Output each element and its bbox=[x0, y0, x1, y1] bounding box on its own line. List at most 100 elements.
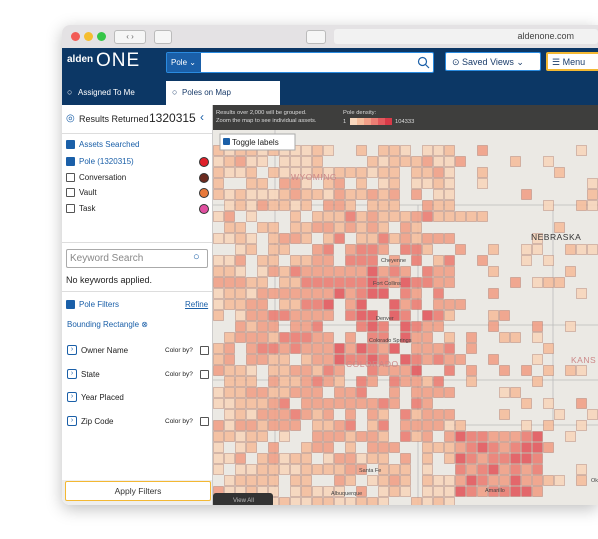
map-cell bbox=[367, 354, 378, 365]
filter-label: Zip Code bbox=[81, 416, 114, 426]
map-cell bbox=[444, 189, 455, 200]
map-cell bbox=[323, 409, 334, 420]
map-cell bbox=[345, 167, 356, 178]
map-cell bbox=[422, 354, 433, 365]
expand-toggle[interactable]: › bbox=[67, 368, 77, 379]
close-dot[interactable] bbox=[71, 32, 80, 41]
map-cell bbox=[301, 376, 312, 387]
map-cell bbox=[433, 310, 444, 321]
saved-views[interactable]: ⊙ Saved Views ⌄ bbox=[445, 52, 541, 71]
section-toggle[interactable] bbox=[66, 140, 75, 149]
color-by-checkbox[interactable] bbox=[200, 369, 209, 379]
map-cell bbox=[356, 277, 367, 288]
map-cell bbox=[543, 398, 554, 409]
map-cell bbox=[455, 464, 466, 475]
asset-label: Conversation bbox=[79, 172, 127, 182]
color-by-checkbox[interactable] bbox=[200, 416, 209, 426]
map-cell bbox=[367, 420, 378, 431]
refine-link[interactable]: Refine bbox=[185, 300, 209, 309]
map-cell bbox=[257, 453, 268, 464]
map-cell bbox=[235, 420, 246, 431]
url[interactable]: aldenone.com bbox=[334, 29, 598, 44]
expand-toggle[interactable]: › bbox=[67, 392, 77, 402]
map-cell bbox=[378, 277, 389, 288]
map-cell bbox=[565, 244, 576, 255]
map-cell bbox=[301, 475, 312, 486]
search-icon[interactable] bbox=[417, 56, 430, 69]
map-cell bbox=[279, 310, 290, 321]
asset-dropdown[interactable]: Pole ⌄ bbox=[167, 53, 201, 72]
map-cell bbox=[301, 178, 312, 189]
map-cell bbox=[411, 255, 422, 266]
map-cell bbox=[213, 442, 224, 453]
map-cell bbox=[543, 365, 554, 376]
map-cell bbox=[477, 167, 488, 178]
map-cell bbox=[576, 145, 587, 156]
color-by-checkbox[interactable] bbox=[200, 346, 209, 355]
map-cell bbox=[301, 167, 312, 178]
map-cell bbox=[257, 354, 268, 365]
map-cell bbox=[400, 365, 411, 376]
map-cell bbox=[565, 266, 576, 277]
asset-checkbox[interactable] bbox=[66, 172, 75, 182]
search-box[interactable]: Pole ⌄ bbox=[166, 52, 434, 73]
nav-buttons[interactable]: ‹ › bbox=[114, 30, 146, 44]
map-cell bbox=[345, 431, 356, 442]
view-all-tab bbox=[213, 493, 273, 505]
map-cell bbox=[279, 266, 290, 277]
map-cell bbox=[312, 321, 323, 332]
expand-toggle[interactable]: › bbox=[67, 415, 77, 426]
map-cell bbox=[268, 376, 279, 387]
filter-label: State bbox=[81, 369, 100, 379]
map-cell bbox=[224, 266, 235, 277]
map-cell bbox=[213, 464, 224, 475]
map-cell bbox=[389, 398, 400, 409]
map-cell bbox=[378, 332, 389, 343]
map-cell bbox=[367, 266, 378, 277]
map-cell bbox=[367, 244, 378, 255]
map-cell bbox=[356, 310, 367, 321]
map-cell bbox=[433, 288, 444, 299]
section-toggle[interactable] bbox=[66, 300, 75, 309]
map-cell bbox=[532, 475, 543, 486]
results-label: Results Returned bbox=[79, 114, 149, 124]
map-cell bbox=[455, 420, 466, 431]
map-cell bbox=[389, 266, 400, 277]
map-cell bbox=[235, 167, 246, 178]
map-cell bbox=[466, 343, 477, 354]
map-cell bbox=[334, 486, 345, 497]
map-cell bbox=[356, 376, 367, 387]
map-cell bbox=[323, 178, 334, 189]
map-cell bbox=[224, 365, 235, 376]
minimize-dot[interactable] bbox=[84, 32, 93, 41]
map-cell bbox=[268, 233, 279, 244]
toggle-label: Toggle labels bbox=[232, 138, 279, 147]
search-icon[interactable]: ○ bbox=[193, 251, 200, 263]
map-cell bbox=[433, 211, 444, 222]
map-cell bbox=[224, 233, 235, 244]
sidebar-button[interactable] bbox=[154, 30, 172, 44]
expand-toggle[interactable]: › bbox=[67, 345, 77, 355]
zoom-dot[interactable] bbox=[97, 32, 106, 41]
map-cell bbox=[378, 420, 389, 431]
map-cell bbox=[213, 365, 224, 376]
tab-active[interactable]: Poles on Map bbox=[166, 81, 280, 105]
keyword-input[interactable]: Keyword Search ○ bbox=[66, 249, 208, 268]
map-cell bbox=[246, 332, 257, 343]
map-cell bbox=[378, 442, 389, 453]
shield-button[interactable] bbox=[306, 30, 326, 44]
collapse-arrow[interactable]: ‹ bbox=[200, 110, 204, 124]
map-cell bbox=[444, 277, 455, 288]
apply-button[interactable]: Apply Filters bbox=[65, 481, 211, 501]
color-by-label: Color by? bbox=[165, 347, 193, 354]
asset-checkbox[interactable] bbox=[66, 188, 75, 197]
map-cell bbox=[268, 244, 279, 255]
bounding-filter[interactable]: Bounding Rectangle ⊗ bbox=[67, 320, 148, 329]
tab[interactable]: Assigned To Me bbox=[62, 81, 183, 105]
map-cell bbox=[356, 244, 367, 255]
menu-button[interactable]: ☰ Menu bbox=[546, 52, 598, 71]
asset-checkbox[interactable] bbox=[66, 157, 75, 166]
map-cell bbox=[411, 178, 422, 189]
asset-checkbox[interactable] bbox=[66, 203, 75, 213]
map-cell bbox=[312, 464, 323, 475]
